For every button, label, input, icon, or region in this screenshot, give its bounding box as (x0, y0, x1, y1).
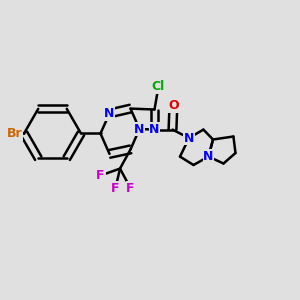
Text: O: O (168, 99, 179, 112)
Text: N: N (134, 122, 145, 136)
Text: F: F (96, 169, 105, 182)
Text: Cl: Cl (152, 80, 165, 94)
Text: Br: Br (7, 127, 22, 140)
Text: N: N (203, 150, 214, 163)
Text: F: F (126, 182, 135, 195)
Text: N: N (184, 131, 194, 145)
Text: F: F (111, 182, 120, 195)
Text: N: N (149, 123, 160, 136)
Text: N: N (104, 107, 115, 120)
